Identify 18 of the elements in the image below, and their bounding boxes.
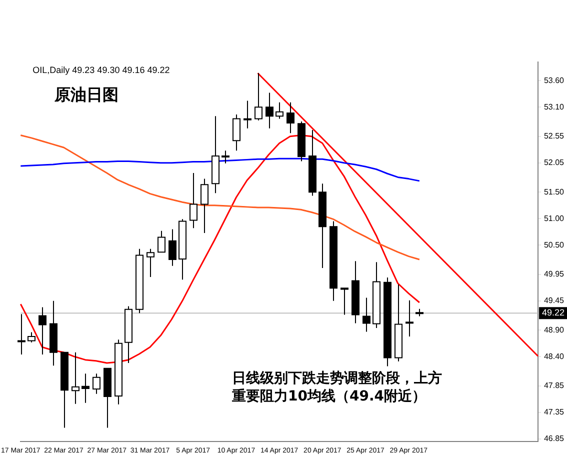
chart-subtitle: OIL,Daily 49.23 49.30 49.16 49.22 bbox=[32, 64, 170, 75]
y-tick-label: 52.55 bbox=[544, 132, 565, 141]
y-tick-label: 49.45 bbox=[544, 296, 565, 306]
y-tick-label: 48.40 bbox=[544, 352, 565, 361]
y-tick-label: 53.60 bbox=[544, 76, 565, 85]
annotation: 日线级别下跌走势调整阶段，上方重要阻力10均线（49.4附近） bbox=[231, 370, 442, 405]
text: 原油日图 bbox=[54, 85, 119, 104]
y-tick-label: 52.05 bbox=[544, 158, 565, 168]
y-tick-label: 47.35 bbox=[544, 408, 565, 417]
y-tick-label: 51.00 bbox=[544, 214, 565, 223]
y-tick-label: 49.95 bbox=[544, 270, 565, 279]
y-tick-label: 47.85 bbox=[544, 381, 565, 390]
ref-line-label: 49.22 bbox=[542, 308, 565, 318]
y-tick-label: 51.50 bbox=[544, 187, 565, 196]
y-tick-label: 46.85 bbox=[544, 434, 565, 444]
y-tick-label: 53.10 bbox=[544, 102, 565, 112]
y-tick-label: 50.50 bbox=[544, 240, 565, 250]
y-tick-label: 48.90 bbox=[544, 325, 565, 334]
